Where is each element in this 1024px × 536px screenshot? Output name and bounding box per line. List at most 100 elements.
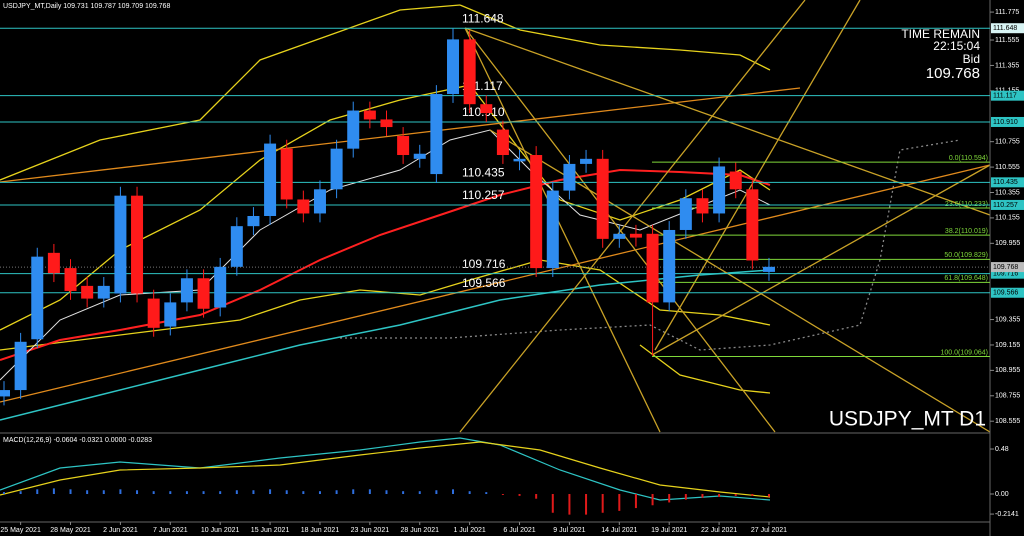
macd-bar xyxy=(335,490,338,495)
macd-bar xyxy=(318,491,321,495)
candle-body xyxy=(297,199,310,214)
macd-bar xyxy=(102,490,105,495)
y-tick-label: 110.155 xyxy=(995,215,1020,222)
level-tag xyxy=(991,268,1024,279)
level-label: 109.566 xyxy=(462,276,506,290)
macd-bar xyxy=(767,494,770,497)
level-tag-label: 111.648 xyxy=(993,25,1017,32)
macd-bar xyxy=(302,491,305,495)
moving-average xyxy=(0,168,771,361)
timer-time: 22:15:04 xyxy=(933,39,980,53)
y-tick-label: 109.355 xyxy=(995,316,1020,323)
y-tick-label: -0.2141 xyxy=(995,511,1019,518)
candle-body xyxy=(47,252,60,274)
chart-header: USDJPY_MT,Daily 109.731 109.787 109.709 … xyxy=(3,3,170,10)
timer-title: TIME REMAIN xyxy=(901,27,980,41)
macd-bar xyxy=(618,494,621,511)
candle-body xyxy=(380,119,393,128)
macd-bar xyxy=(169,491,172,495)
bid-value: 109.768 xyxy=(926,65,980,82)
macd-bar xyxy=(418,491,421,495)
tenkan-line xyxy=(0,129,771,381)
trend-line xyxy=(654,0,861,351)
y-tick-label: 108.755 xyxy=(995,393,1020,400)
level-label: 110.435 xyxy=(462,166,505,180)
level-tag-label: 110.435 xyxy=(993,179,1018,186)
macd-bar xyxy=(668,494,671,503)
macd-bar xyxy=(585,494,588,515)
macd-bar xyxy=(269,489,272,495)
candle-body xyxy=(280,148,293,200)
macd-bar xyxy=(718,494,721,497)
fib-label: 38.2(110.019) xyxy=(945,228,988,235)
macd-bar xyxy=(3,492,5,495)
lower-band xyxy=(639,344,771,394)
candle-body xyxy=(81,285,94,299)
macd-bar xyxy=(551,494,554,513)
candle-body xyxy=(180,278,193,303)
y-tick-label: 109.155 xyxy=(995,342,1020,349)
candle-body xyxy=(363,110,376,120)
macd-bar xyxy=(535,494,538,499)
macd-bar xyxy=(402,491,405,495)
y-tick-label: 110.355 xyxy=(995,189,1020,196)
candle-body xyxy=(679,198,692,230)
candle-body xyxy=(147,298,160,328)
candle-body xyxy=(97,285,110,299)
candle-body xyxy=(496,129,509,156)
macd-bar xyxy=(568,494,571,515)
x-tick-label: 25 May 2021 xyxy=(0,527,41,534)
macd-bar xyxy=(734,494,737,496)
symbol-label: USDJPY_MT D1 xyxy=(829,408,986,431)
y-tick-label: 111.355 xyxy=(995,62,1019,69)
candle-body xyxy=(214,266,227,308)
x-tick-label: 19 Jul 2021 xyxy=(651,527,687,534)
candle-body xyxy=(629,233,642,238)
candle-body xyxy=(530,155,543,269)
macd-bar xyxy=(219,491,222,495)
bid-tag-label: 109.768 xyxy=(993,264,1018,271)
fib-label: 50.0(109.829) xyxy=(944,252,988,259)
level-tag-label: 109.566 xyxy=(993,290,1018,297)
macd-bar xyxy=(202,491,205,495)
macd-bar xyxy=(185,491,188,495)
upper-band xyxy=(459,4,771,71)
x-tick-label: 15 Jun 2021 xyxy=(251,527,290,534)
x-tick-label: 23 Jun 2021 xyxy=(351,527,390,534)
candle-body xyxy=(580,158,593,164)
candle-body xyxy=(14,341,27,391)
candle-body xyxy=(463,39,476,105)
x-tick-label: 22 Jul 2021 xyxy=(701,527,737,534)
candle-body xyxy=(31,256,44,340)
candle-body xyxy=(663,229,676,303)
macd-bar xyxy=(452,489,455,495)
candle-body xyxy=(596,158,609,239)
macd-bar xyxy=(235,490,238,495)
macd-bar xyxy=(518,494,521,496)
candle-body xyxy=(347,110,360,149)
cloud-edge xyxy=(340,139,961,351)
fib-label: 61.8(109.648) xyxy=(944,275,988,282)
lower-band xyxy=(0,259,771,351)
signal-line xyxy=(0,441,771,498)
macd-bar xyxy=(152,491,155,495)
x-tick-label: 18 Jun 2021 xyxy=(301,527,340,534)
x-tick-label: 14 Jul 2021 xyxy=(601,527,637,534)
macd-bar xyxy=(701,494,704,498)
level-tag-label: 109.716 xyxy=(993,271,1018,278)
level-label: 109.716 xyxy=(462,257,506,271)
level-label: 110.257 xyxy=(462,188,505,202)
y-tick-label: 110.755 xyxy=(995,139,1020,146)
candle-body xyxy=(114,195,127,294)
macd-header: MACD(12,26,9) -0.0604 -0.0321 0.0000 -0.… xyxy=(3,437,152,444)
candle-body xyxy=(513,158,526,162)
candle-body xyxy=(430,94,443,175)
x-tick-label: 10 Jun 2021 xyxy=(201,527,240,534)
candle-body xyxy=(696,198,709,214)
level-tag-label: 110.910 xyxy=(993,119,1018,126)
y-tick-label: 0.00 xyxy=(995,491,1009,498)
candle-body xyxy=(164,302,177,327)
x-tick-label: 28 May 2021 xyxy=(50,527,91,534)
macd-bar xyxy=(501,494,504,495)
